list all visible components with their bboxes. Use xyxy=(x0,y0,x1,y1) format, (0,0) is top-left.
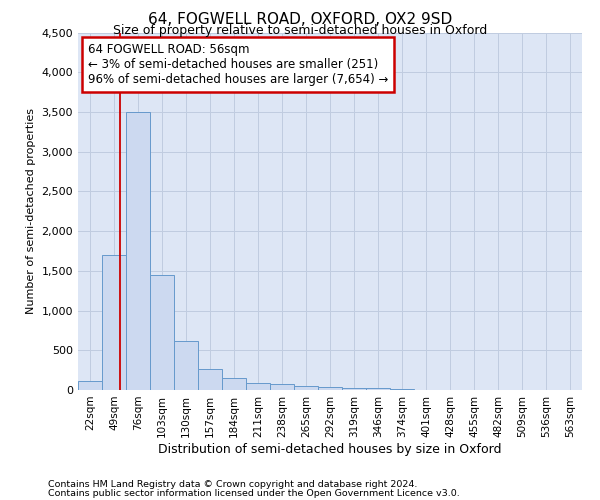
Text: Size of property relative to semi-detached houses in Oxford: Size of property relative to semi-detach… xyxy=(113,24,487,37)
Bar xyxy=(270,384,294,390)
Bar xyxy=(102,255,126,390)
Text: 64, FOGWELL ROAD, OXFORD, OX2 9SD: 64, FOGWELL ROAD, OXFORD, OX2 9SD xyxy=(148,12,452,28)
X-axis label: Distribution of semi-detached houses by size in Oxford: Distribution of semi-detached houses by … xyxy=(158,442,502,456)
Bar xyxy=(318,387,342,390)
Bar xyxy=(222,378,246,390)
Bar xyxy=(78,382,102,390)
Bar xyxy=(174,340,198,390)
Bar xyxy=(390,389,414,390)
Y-axis label: Number of semi-detached properties: Number of semi-detached properties xyxy=(26,108,36,314)
Bar xyxy=(150,275,174,390)
Text: Contains public sector information licensed under the Open Government Licence v3: Contains public sector information licen… xyxy=(48,488,460,498)
Text: Contains HM Land Registry data © Crown copyright and database right 2024.: Contains HM Land Registry data © Crown c… xyxy=(48,480,418,489)
Bar xyxy=(246,383,270,390)
Bar xyxy=(294,386,318,390)
Text: 64 FOGWELL ROAD: 56sqm
← 3% of semi-detached houses are smaller (251)
96% of sem: 64 FOGWELL ROAD: 56sqm ← 3% of semi-deta… xyxy=(88,43,388,86)
Bar xyxy=(198,368,222,390)
Bar xyxy=(342,388,366,390)
Bar xyxy=(366,388,390,390)
Bar xyxy=(126,112,150,390)
